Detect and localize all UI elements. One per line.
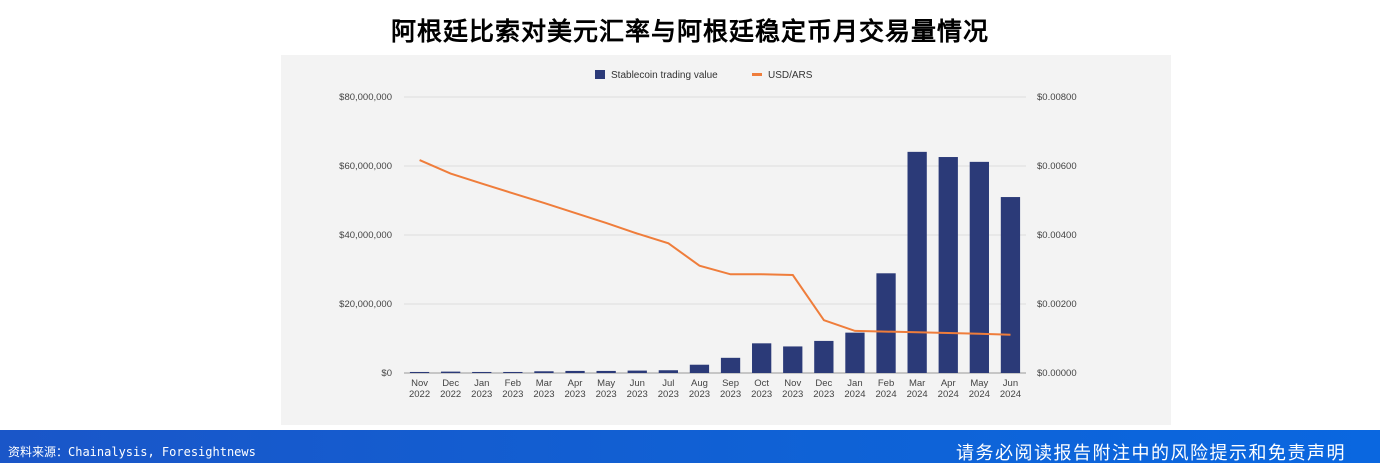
legend-label-bar: Stablecoin trading value (611, 70, 718, 81)
legend-swatch-line (752, 73, 762, 76)
bar (565, 370, 585, 373)
x-tick-month: Apr (568, 378, 583, 389)
x-tick-year: 2024 (875, 389, 896, 400)
x-tick-year: 2023 (502, 389, 523, 400)
x-tick-year: 2024 (938, 389, 959, 400)
right-axis-tick-label: $0.00400 (1037, 230, 1077, 241)
x-tick-month: Apr (941, 378, 956, 389)
x-tick-month: Nov (411, 378, 428, 389)
bar (783, 346, 803, 373)
legend: Stablecoin trading value USD/ARS (595, 70, 813, 81)
x-tick-month: Jan (847, 378, 862, 389)
bar-series (409, 151, 1021, 373)
disclaimer-text: 请务必阅读报告附注中的风险提示和免责声明 (956, 443, 1346, 464)
x-tick-year: 2024 (907, 389, 928, 400)
usd-ars-line (419, 159, 1011, 336)
x-axis-ticks: Nov2022Dec2022Jan2023Feb2023Mar2023Apr20… (409, 378, 1021, 400)
bar (534, 371, 554, 373)
x-tick-month: Sep (722, 378, 739, 389)
source-note: 资料来源：Chainalysis, Foresightnews (8, 445, 256, 459)
bar (938, 157, 958, 373)
x-tick-month: Jun (1003, 378, 1018, 389)
x-tick-year: 2023 (596, 389, 617, 400)
bar (689, 364, 710, 373)
x-tick-month: Jun (630, 378, 645, 389)
bar (441, 371, 461, 373)
bar (596, 370, 616, 373)
left-axis-tick-label: $80,000,000 (339, 92, 392, 103)
bar (720, 357, 741, 373)
x-tick-year: 2023 (720, 389, 741, 400)
x-tick-month: May (970, 378, 988, 389)
x-tick-year: 2023 (751, 389, 772, 400)
x-tick-month: Feb (878, 378, 894, 389)
x-tick-month: Dec (815, 378, 832, 389)
x-tick-year: 2023 (533, 389, 554, 400)
x-tick-year: 2024 (1000, 389, 1021, 400)
right-axis-tick-label: $0.00200 (1037, 299, 1077, 310)
bar (472, 371, 492, 373)
bar (814, 340, 834, 373)
x-tick-year: 2023 (564, 389, 585, 400)
x-tick-year: 2023 (782, 389, 803, 400)
x-tick-year: 2023 (627, 389, 648, 400)
x-tick-month: Oct (754, 378, 769, 389)
right-axis-tick-label: $0.00800 (1037, 92, 1077, 103)
bar (627, 370, 647, 373)
x-tick-month: Nov (784, 378, 801, 389)
x-tick-year: 2024 (844, 389, 865, 400)
footer-bar: 资料来源：Chainalysis, Foresightnews 请务必阅读报告附… (0, 430, 1380, 464)
left-axis-tick-label: $40,000,000 (339, 230, 392, 241)
x-tick-year: 2024 (969, 389, 990, 400)
left-axis-tick-label: $0 (381, 368, 392, 379)
x-tick-month: Jul (662, 378, 674, 389)
bar (409, 371, 430, 373)
left-axis-tick-label: $60,000,000 (339, 161, 392, 172)
bar (969, 161, 989, 373)
x-tick-year: 2022 (409, 389, 430, 400)
x-tick-month: Jan (474, 378, 489, 389)
left-axis-ticks: $0 $20,000,000 $40,000,000 $60,000,000 $80,0… (339, 92, 392, 379)
x-tick-month: Feb (505, 378, 521, 389)
bar (876, 273, 896, 373)
bar (1000, 197, 1021, 373)
bar (845, 332, 865, 373)
right-axis-ticks: $0.00000 $0.00200 $0.00400 $0.00600 $0.00800 (1037, 92, 1077, 379)
right-axis-tick-label: $0.00600 (1037, 161, 1077, 172)
x-tick-month: Aug (691, 378, 708, 389)
x-tick-year: 2023 (471, 389, 492, 400)
x-tick-month: Dec (442, 378, 459, 389)
x-tick-month: Mar (909, 378, 925, 389)
bar (752, 343, 772, 373)
x-tick-year: 2023 (689, 389, 710, 400)
legend-swatch-bar (595, 70, 605, 79)
line-series (419, 159, 1011, 336)
x-tick-year: 2022 (440, 389, 461, 400)
gridlines (404, 96, 1026, 374)
left-axis-tick-label: $20,000,000 (339, 299, 392, 310)
chart-title: 阿根廷比索对美元汇率与阿根廷稳定币月交易量情况 (390, 17, 989, 46)
bar (907, 151, 927, 373)
x-tick-year: 2023 (658, 389, 679, 400)
right-axis-tick-label: $0.00000 (1037, 368, 1077, 379)
bar (658, 370, 678, 373)
bar (503, 371, 523, 373)
x-tick-year: 2023 (813, 389, 834, 400)
legend-label-line: USD/ARS (768, 70, 813, 81)
x-tick-month: Mar (536, 378, 552, 389)
x-tick-month: May (597, 378, 615, 389)
